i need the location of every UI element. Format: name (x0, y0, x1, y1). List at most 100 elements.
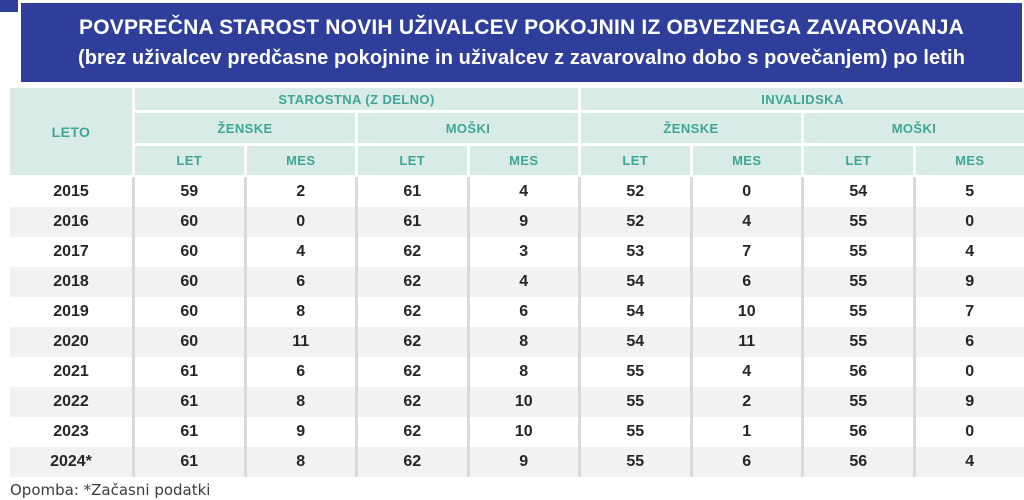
value-cell: 55 (804, 207, 913, 237)
value-cell: 8 (246, 387, 355, 417)
value-cell: 62 (358, 237, 467, 267)
value-cell: 2 (692, 387, 801, 417)
value-cell: 61 (358, 207, 467, 237)
value-cell: 60 (135, 237, 244, 267)
value-cell: 0 (246, 207, 355, 237)
value-cell: 6 (692, 267, 801, 297)
table-header: LETO STAROSTNA (Z DELNO) INVALIDSKA ŽENS… (10, 88, 1024, 175)
year-cell: 2019 (10, 297, 132, 327)
col-subgroup-moski-2: MOŠKI (804, 113, 1024, 143)
value-cell: 11 (692, 327, 801, 357)
col-unit-let-2: LET (358, 146, 467, 175)
col-unit-mes-3: MES (692, 146, 801, 175)
year-cell: 2024* (10, 447, 132, 477)
value-cell: 52 (581, 177, 690, 207)
value-cell: 54 (581, 267, 690, 297)
value-cell: 6 (246, 267, 355, 297)
value-cell: 0 (915, 417, 1024, 447)
value-cell: 52 (581, 207, 690, 237)
value-cell: 55 (804, 327, 913, 357)
value-cell: 61 (135, 357, 244, 387)
value-cell: 62 (358, 447, 467, 477)
value-cell: 3 (469, 237, 578, 267)
col-subgroup-moski-1: MOŠKI (358, 113, 578, 143)
value-cell: 10 (469, 387, 578, 417)
value-cell: 9 (246, 417, 355, 447)
value-cell: 8 (246, 447, 355, 477)
value-cell: 8 (469, 327, 578, 357)
col-unit-let-4: LET (804, 146, 913, 175)
table-row: 2024* 61 8 62 9 55 6 56 4 (10, 447, 1024, 477)
value-cell: 54 (804, 177, 913, 207)
table-row: 2021 61 6 62 8 55 4 56 0 (10, 357, 1024, 387)
footnote: Opomba: *Začasni podatki (10, 481, 211, 499)
col-unit-mes-4: MES (915, 146, 1024, 175)
value-cell: 61 (135, 447, 244, 477)
col-group-starostna: STAROSTNA (Z DELNO) (135, 88, 578, 110)
value-cell: 54 (581, 327, 690, 357)
value-cell: 55 (581, 357, 690, 387)
value-cell: 4 (915, 447, 1024, 477)
value-cell: 1 (692, 417, 801, 447)
title-line-2: (brez uživalcev predčasne pokojnine in u… (77, 46, 966, 69)
col-unit-let-1: LET (135, 146, 244, 175)
table-row: 2015 59 2 61 4 52 0 54 5 (10, 177, 1024, 207)
value-cell: 4 (246, 237, 355, 267)
value-cell: 10 (469, 417, 578, 447)
year-cell: 2021 (10, 357, 132, 387)
title-line-1: POVPREČNA STAROST NOVIH UŽIVALCEV POKOJN… (79, 15, 964, 39)
value-cell: 59 (135, 177, 244, 207)
value-cell: 10 (692, 297, 801, 327)
value-cell: 9 (915, 267, 1024, 297)
value-cell: 54 (581, 297, 690, 327)
value-cell: 4 (692, 207, 801, 237)
value-cell: 60 (135, 327, 244, 357)
col-unit-mes-1: MES (246, 146, 355, 175)
value-cell: 6 (469, 297, 578, 327)
value-cell: 9 (915, 387, 1024, 417)
value-cell: 55 (804, 267, 913, 297)
value-cell: 61 (135, 417, 244, 447)
table-row: 2022 61 8 62 10 55 2 55 9 (10, 387, 1024, 417)
value-cell: 62 (358, 357, 467, 387)
value-cell: 8 (469, 357, 578, 387)
value-cell: 0 (692, 177, 801, 207)
value-cell: 4 (469, 177, 578, 207)
value-cell: 6 (915, 327, 1024, 357)
value-cell: 60 (135, 207, 244, 237)
value-cell: 62 (358, 267, 467, 297)
value-cell: 60 (135, 297, 244, 327)
col-unit-mes-2: MES (469, 146, 578, 175)
value-cell: 4 (469, 267, 578, 297)
year-cell: 2016 (10, 207, 132, 237)
value-cell: 4 (915, 237, 1024, 267)
value-cell: 56 (804, 357, 913, 387)
year-cell: 2022 (10, 387, 132, 417)
table-row: 2020 60 11 62 8 54 11 55 6 (10, 327, 1024, 357)
table-title-banner: POVPREČNA STAROST NOVIH UŽIVALCEV POKOJN… (21, 3, 1022, 82)
col-subgroup-zenske-2: ŽENSKE (581, 113, 801, 143)
value-cell: 7 (915, 297, 1024, 327)
table-row: 2018 60 6 62 4 54 6 55 9 (10, 267, 1024, 297)
value-cell: 60 (135, 267, 244, 297)
value-cell: 62 (358, 387, 467, 417)
col-subgroup-zenske-1: ŽENSKE (135, 113, 355, 143)
year-cell: 2017 (10, 237, 132, 267)
value-cell: 55 (581, 417, 690, 447)
value-cell: 62 (358, 327, 467, 357)
col-group-invalidska: INVALIDSKA (581, 88, 1024, 110)
value-cell: 11 (246, 327, 355, 357)
value-cell: 53 (581, 237, 690, 267)
year-cell: 2015 (10, 177, 132, 207)
value-cell: 4 (692, 357, 801, 387)
value-cell: 61 (358, 177, 467, 207)
value-cell: 9 (469, 447, 578, 477)
col-unit-let-3: LET (581, 146, 690, 175)
value-cell: 55 (581, 387, 690, 417)
table-row: 2016 60 0 61 9 52 4 55 0 (10, 207, 1024, 237)
value-cell: 7 (692, 237, 801, 267)
value-cell: 56 (804, 447, 913, 477)
value-cell: 5 (915, 177, 1024, 207)
value-cell: 55 (804, 387, 913, 417)
col-header-leto: LETO (10, 88, 132, 175)
